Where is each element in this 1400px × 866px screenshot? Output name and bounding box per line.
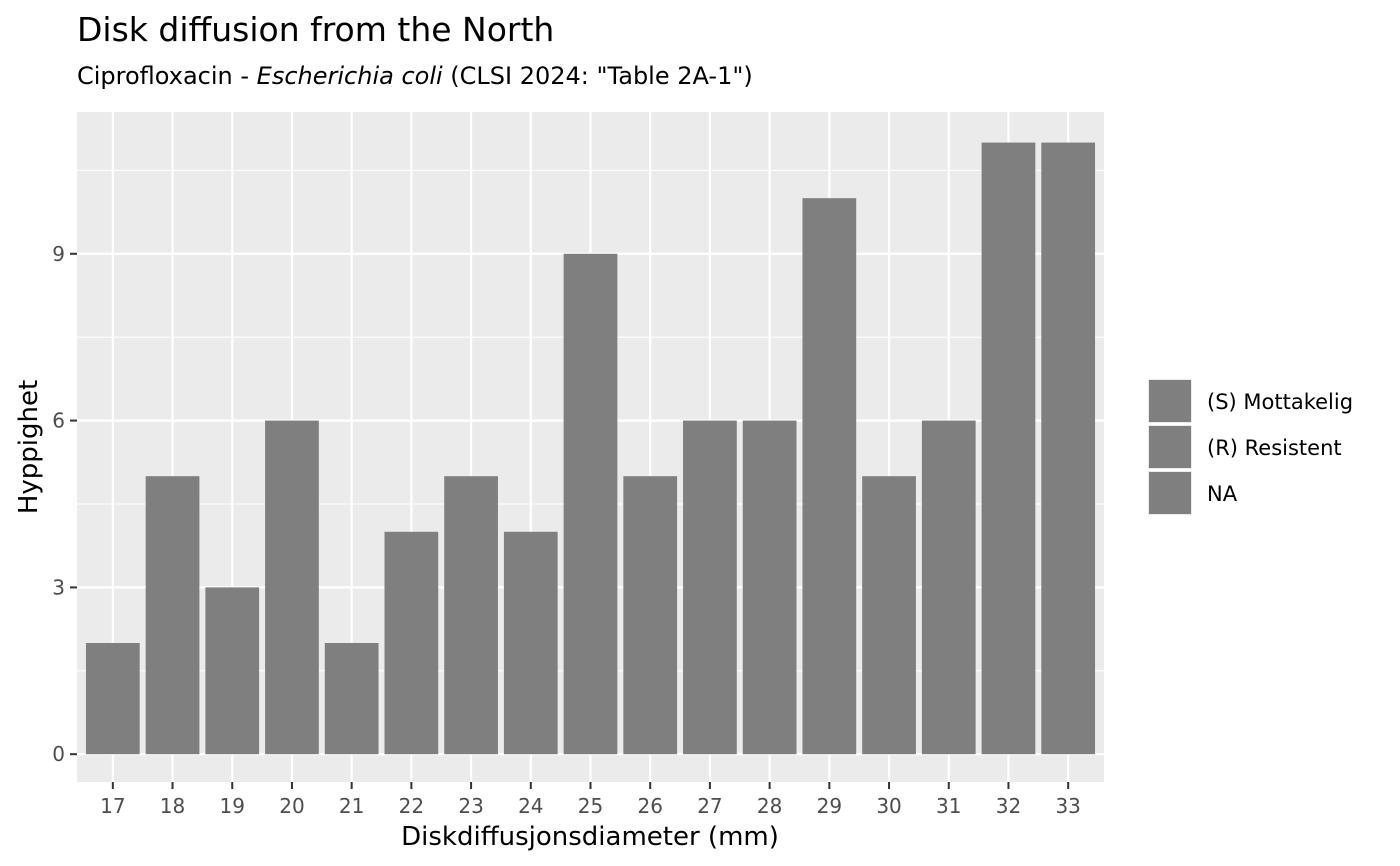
bars xyxy=(85,142,1096,755)
x-tick-label: 32 xyxy=(996,794,1021,818)
legend-key xyxy=(1149,426,1191,468)
x-axis: 17 18 19 20 21 22 23 24 25 26 27 28 29 30 31 32 33 xyxy=(100,782,1081,818)
bar xyxy=(1041,142,1096,755)
bar xyxy=(85,642,140,755)
legend-key xyxy=(1149,380,1191,422)
bar xyxy=(981,142,1036,755)
x-tick-label: 20 xyxy=(279,794,304,818)
x-tick-label: 24 xyxy=(518,794,543,818)
x-tick-label: 30 xyxy=(876,794,901,818)
x-tick-label: 18 xyxy=(160,794,185,818)
bar xyxy=(563,253,618,755)
x-tick-label: 28 xyxy=(757,794,782,818)
subtitle-organism: Escherichia coli xyxy=(257,62,443,90)
y-tick-label: 9 xyxy=(52,242,65,266)
bar xyxy=(444,476,498,755)
y-axis: 0 3 6 9 xyxy=(52,242,77,766)
y-tick-label: 0 xyxy=(52,742,65,766)
legend-label: (R) Resistent xyxy=(1207,436,1342,460)
y-axis-title: Hyppighet xyxy=(14,380,44,514)
bar xyxy=(205,587,260,755)
subtitle-prefix: Ciprofloxacin - xyxy=(77,62,257,90)
bar xyxy=(683,420,737,755)
x-tick-label: 19 xyxy=(220,794,245,818)
x-tick-label: 26 xyxy=(637,794,662,818)
y-tick-label: 3 xyxy=(52,575,65,599)
bar xyxy=(742,420,797,755)
x-tick-label: 25 xyxy=(578,794,603,818)
chart-subtitle: Ciprofloxacin - Escherichia coli (CLSI 2… xyxy=(77,62,753,90)
chart-title: Disk diffusion from the North xyxy=(77,10,554,49)
bar xyxy=(384,531,439,755)
subtitle-suffix: (CLSI 2024: "Table 2A-1") xyxy=(443,62,753,90)
x-tick-label: 21 xyxy=(339,794,364,818)
x-tick-label: 27 xyxy=(697,794,722,818)
x-tick-label: 23 xyxy=(458,794,483,818)
bar xyxy=(265,420,319,755)
bar xyxy=(862,476,916,755)
bar xyxy=(145,476,200,755)
bar xyxy=(921,420,976,755)
bar xyxy=(802,198,857,755)
legend-label: (S) Mottakelig xyxy=(1207,390,1353,414)
x-axis-title: Diskdiffusjonsdiameter (mm) xyxy=(401,822,779,852)
bar xyxy=(324,642,379,755)
bar xyxy=(623,476,678,755)
x-tick-label: 33 xyxy=(1055,794,1080,818)
bar xyxy=(503,531,558,755)
legend-label: NA xyxy=(1207,482,1238,506)
legend-key xyxy=(1149,472,1191,514)
x-tick-label: 29 xyxy=(817,794,842,818)
x-tick-label: 31 xyxy=(936,794,961,818)
y-tick-label: 6 xyxy=(52,409,65,433)
x-tick-label: 22 xyxy=(399,794,424,818)
legend: (S) Mottakelig (R) Resistent NA xyxy=(1148,379,1353,515)
x-tick-label: 17 xyxy=(100,794,125,818)
